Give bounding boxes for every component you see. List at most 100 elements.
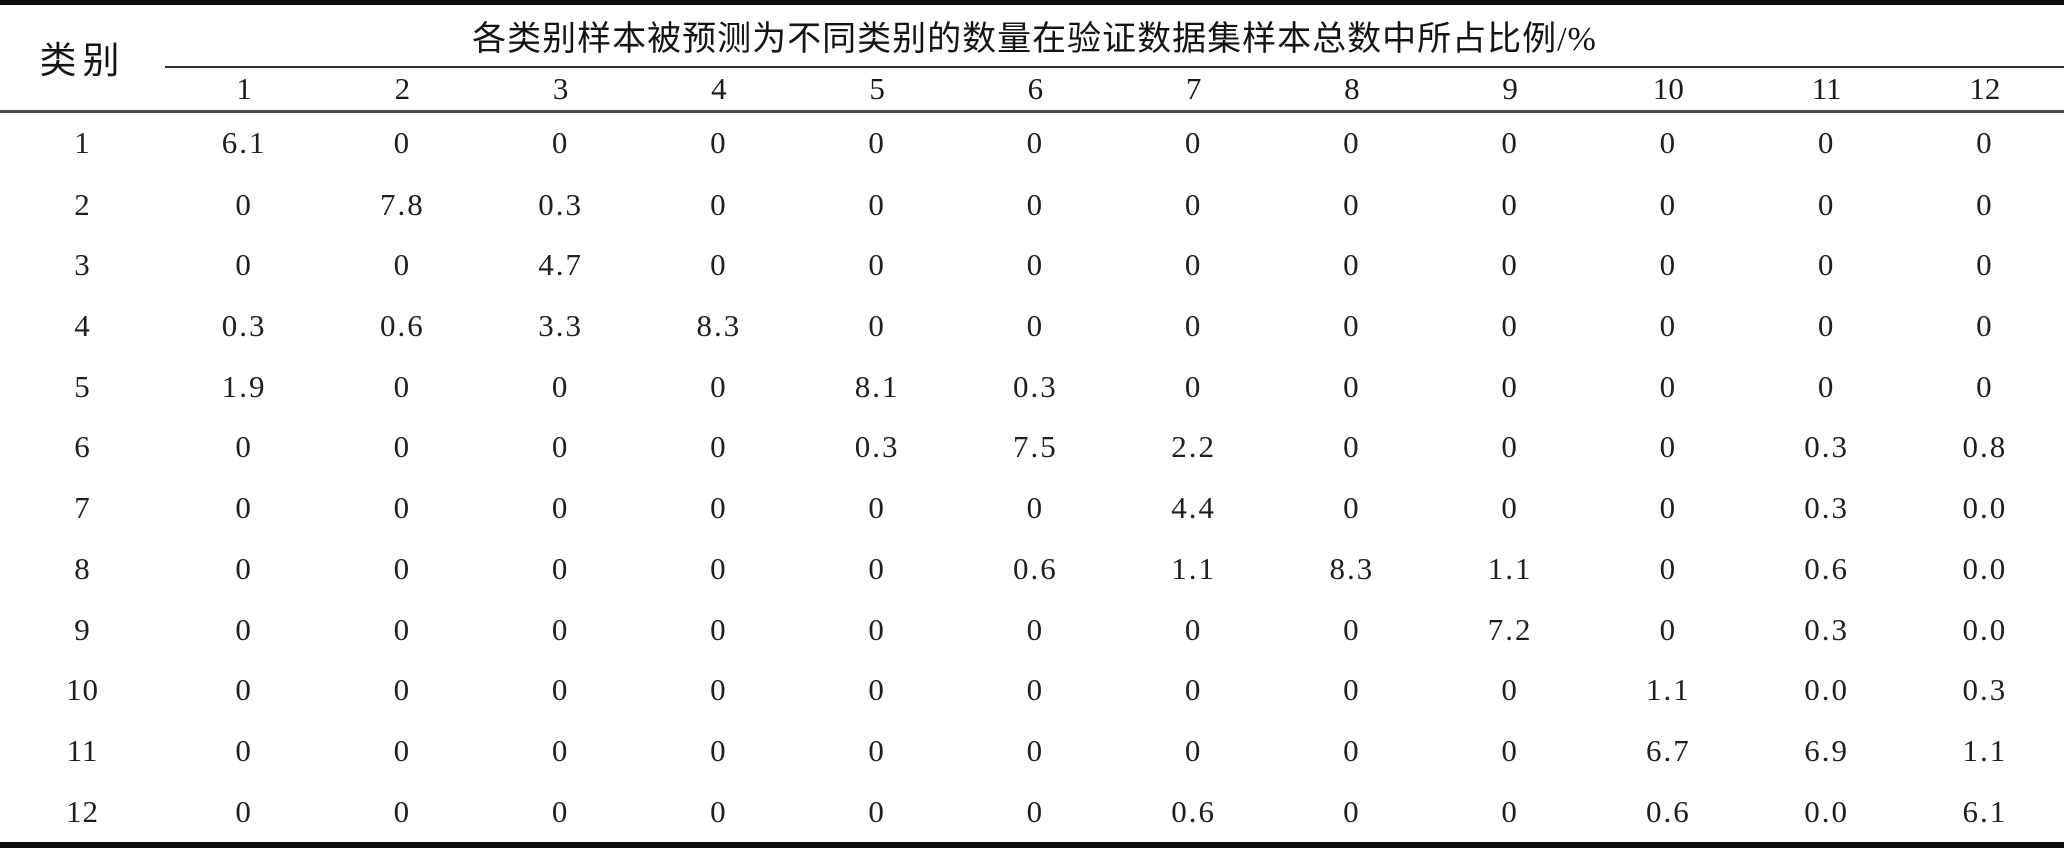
table-cell: 0: [710, 429, 728, 465]
table-row: 3 0 0 4.7 0 0 0 0 0 0 0 0 0: [0, 235, 2064, 296]
table-cell: 8.3: [1329, 550, 1375, 586]
table-cell: 1.1: [1487, 550, 1533, 586]
table-cell: 7.2: [1487, 611, 1533, 647]
table-cell: 0: [551, 611, 570, 647]
table-cell: 0: [1976, 186, 1994, 222]
table-cell: 0: [393, 125, 412, 161]
table-cell: 4.4: [1171, 490, 1216, 526]
table-cell: 0: [710, 793, 728, 829]
table-cell: 0: [1501, 429, 1519, 465]
col-header: 12: [1969, 70, 2001, 106]
table-cell: 0: [1184, 247, 1203, 283]
table-body: 1 6.1 0 0 0 0 0 0 0 0 0 0 0 2 0 7.8 0.3 …: [0, 111, 2064, 842]
table-cell: 0: [235, 490, 253, 526]
table-cell: 0: [1026, 307, 1045, 343]
table-cell: 0.3: [1804, 429, 1849, 465]
table-cell: 0: [1343, 247, 1361, 283]
row-label: 1: [74, 125, 91, 161]
table-cell: 0: [393, 793, 412, 829]
table-cell: 0: [1026, 732, 1045, 768]
table-cell: 0: [1343, 429, 1361, 465]
table-cell: 6.7: [1646, 732, 1691, 768]
table-cell: 0: [551, 490, 570, 526]
table-cell: 0: [551, 793, 570, 829]
table-cell: 0: [551, 732, 570, 768]
table-cell: 0: [1343, 307, 1361, 343]
confusion-matrix-table: 类别 各类别样本被预测为不同类别的数量在验证数据集样本总数中所占比例/% 1 2…: [0, 5, 2064, 842]
table-cell: 0: [235, 550, 253, 586]
table-cell: 0: [710, 368, 728, 404]
table-cell: 0: [1817, 186, 1836, 222]
table-cell: 0: [868, 793, 886, 829]
table-row: 6 0 0 0 0 0.3 7.5 2.2 0 0 0 0.3 0.8: [0, 417, 2064, 478]
table-cell: 0: [1026, 125, 1045, 161]
table-cell: 0: [1501, 732, 1519, 768]
col-header: 7: [1185, 70, 1202, 106]
table-row: 10 0 0 0 0 0 0 0 0 0 1.1 0.0 0.3: [0, 660, 2064, 721]
table-row: 12 0 0 0 0 0 0 0.6 0 0 0.6 0.0 6.1: [0, 781, 2064, 842]
table-cell: 0: [868, 490, 886, 526]
table-cell: 0.6: [380, 307, 425, 343]
table-cell: 0.0: [1962, 611, 2008, 647]
column-header-row: 1 2 3 4 5 6 7 8 9 10 11 12: [0, 67, 2064, 111]
table-cell: 0: [710, 490, 728, 526]
row-label: 9: [74, 611, 91, 647]
col-header: 2: [394, 70, 411, 106]
table-cell: 0: [1817, 368, 1836, 404]
table-cell: 0: [235, 611, 253, 647]
table-cell: 0: [1184, 672, 1203, 708]
table-cell: 0: [868, 125, 886, 161]
table-cell: 0: [1184, 186, 1203, 222]
table-header: 类别 各类别样本被预测为不同类别的数量在验证数据集样本总数中所占比例/% 1 2…: [0, 5, 2064, 111]
col-header: 10: [1652, 70, 1684, 106]
table-cell: 0: [868, 247, 886, 283]
col-header: 1: [236, 70, 252, 106]
table-cell: 0: [1817, 125, 1836, 161]
table-row: 5 1.9 0 0 0 8.1 0.3 0 0 0 0 0 0: [0, 356, 2064, 417]
table-cell: 0: [1659, 247, 1678, 283]
table-cell: 0: [393, 429, 412, 465]
table-cell: 0.3: [1013, 368, 1058, 404]
table-cell: 0: [1501, 186, 1519, 222]
table-cell: 0: [1026, 247, 1045, 283]
table-cell: 0: [710, 125, 728, 161]
table-cell: 0.8: [1962, 429, 2008, 465]
row-label: 4: [74, 307, 91, 343]
col-header: 4: [711, 70, 727, 106]
table-cell: 6.1: [221, 125, 267, 161]
table-cell: 0: [551, 125, 570, 161]
table-cell: 0: [551, 550, 570, 586]
table-cell: 0: [393, 672, 412, 708]
row-label: 2: [74, 186, 91, 222]
table-cell: 0: [1817, 247, 1836, 283]
table-cell: 0: [710, 732, 728, 768]
table-row: 11 0 0 0 0 0 0 0 0 0 6.7 6.9 1.1: [0, 721, 2064, 782]
table-cell: 6.1: [1962, 793, 2008, 829]
table-cell: 0.0: [1962, 490, 2008, 526]
corner-header: 类别: [39, 41, 126, 83]
table-cell: 0: [393, 732, 412, 768]
table-cell: 0.0: [1804, 793, 1849, 829]
table-cell: 0: [1184, 611, 1203, 647]
table-cell: 0: [1659, 368, 1678, 404]
table-cell: 8.3: [696, 307, 742, 343]
table-cell: 0: [235, 793, 253, 829]
table-cell: 0: [393, 368, 412, 404]
table-cell: 8.1: [854, 368, 900, 404]
table-cell: 0: [868, 186, 886, 222]
col-header: 8: [1344, 70, 1360, 106]
table-cell: 0: [1184, 732, 1203, 768]
table-cell: 0: [1343, 186, 1361, 222]
table-cell: 0.0: [1962, 550, 2008, 586]
table-cell: 0.6: [1646, 793, 1691, 829]
table-cell: 0: [1343, 793, 1361, 829]
table-cell: 0: [1501, 368, 1519, 404]
table-cell: 0: [235, 186, 253, 222]
table-cell: 0: [393, 550, 412, 586]
table-row: 4 0.3 0.6 3.3 8.3 0 0 0 0 0 0 0 0: [0, 296, 2064, 357]
table-cell: 0.3: [854, 429, 900, 465]
table-cell: 0: [868, 611, 886, 647]
table-cell: 0: [393, 490, 412, 526]
table-cell: 0: [1026, 611, 1045, 647]
